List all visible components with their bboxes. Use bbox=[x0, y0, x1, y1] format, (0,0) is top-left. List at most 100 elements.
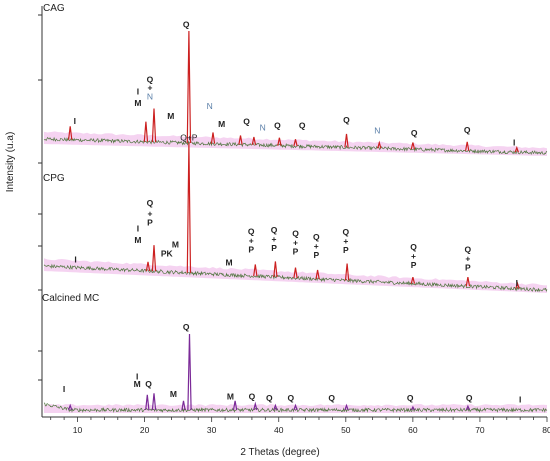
phase-label: Q bbox=[342, 227, 349, 237]
phase-label: Q bbox=[299, 120, 306, 130]
phase-label: P bbox=[293, 247, 299, 257]
phase-label: M bbox=[134, 98, 141, 108]
peak-1-2 bbox=[186, 142, 192, 273]
peak-1-5 bbox=[293, 267, 298, 279]
phase-label: P bbox=[313, 250, 319, 260]
peak-1-6 bbox=[315, 269, 320, 280]
phase-label: + bbox=[314, 241, 319, 251]
phase-label: I bbox=[136, 372, 138, 382]
peak-2-5 bbox=[232, 400, 238, 411]
sample-label: Calcined MC bbox=[42, 293, 99, 304]
phase-label: N bbox=[207, 101, 213, 111]
phase-label: N bbox=[260, 123, 266, 133]
peak-0-2 bbox=[151, 108, 157, 143]
phase-label: I bbox=[63, 384, 65, 394]
phase-label: Q bbox=[248, 226, 255, 236]
phase-label: Q bbox=[243, 116, 250, 126]
peak-2-4 bbox=[187, 333, 192, 411]
phase-label: Q bbox=[183, 20, 190, 30]
phase-label: PK bbox=[161, 248, 174, 258]
phase-label: Q bbox=[249, 391, 256, 401]
axes: 10 20 30 40 50 60 70 80 2 Thetas (degree) Intensi… bbox=[5, 6, 550, 458]
phase-label: + bbox=[343, 236, 348, 246]
phase-label: P bbox=[343, 245, 349, 255]
phase-label: I bbox=[513, 137, 515, 147]
x-tick-label: 70 bbox=[475, 425, 485, 435]
phase-label: Q bbox=[410, 242, 417, 252]
phase-label: Q bbox=[328, 393, 335, 403]
phase-label: I bbox=[137, 87, 139, 97]
peak-0-8 bbox=[293, 139, 298, 147]
peak-1-4 bbox=[273, 261, 278, 278]
sample-label: CAG bbox=[43, 3, 65, 14]
sample-label: CPG bbox=[43, 173, 65, 184]
phase-label: Q bbox=[411, 128, 418, 138]
peak-0-1 bbox=[143, 121, 149, 142]
peak-0-10 bbox=[377, 140, 382, 149]
phase-label: Q bbox=[292, 228, 299, 238]
background-band-1 bbox=[44, 258, 547, 293]
peak-2-10 bbox=[410, 405, 416, 411]
x-tick-label: 40 bbox=[274, 425, 284, 435]
peak-0-6 bbox=[251, 136, 257, 145]
phase-label: Q bbox=[274, 121, 281, 131]
x-axis-title: 2 Thetas (degree) bbox=[240, 447, 319, 458]
peak-1-9 bbox=[465, 276, 471, 287]
phase-label: P bbox=[411, 260, 417, 270]
phase-label: Q bbox=[271, 225, 278, 235]
phase-label: + bbox=[249, 235, 254, 245]
phase-label: P bbox=[147, 218, 153, 228]
peak-0-9 bbox=[344, 133, 349, 148]
phase-label: I bbox=[74, 254, 76, 264]
peak-2-8 bbox=[293, 403, 298, 411]
phase-label: P bbox=[465, 263, 471, 273]
peak-0-5 bbox=[238, 135, 243, 145]
phase-label: Q bbox=[145, 379, 152, 389]
background-band-2 bbox=[44, 404, 547, 413]
phase-label: Q bbox=[466, 393, 473, 403]
peak-2-6 bbox=[253, 401, 258, 411]
peak-2-2 bbox=[151, 393, 157, 411]
x-tick-label: 30 bbox=[207, 425, 217, 435]
phase-label: M bbox=[226, 258, 233, 268]
peak-2-7 bbox=[273, 403, 278, 411]
phase-label: Q bbox=[147, 75, 154, 85]
peak-1-7 bbox=[344, 263, 350, 281]
phase-label: Q bbox=[313, 232, 320, 242]
traces bbox=[43, 30, 548, 414]
peak-2-3 bbox=[181, 400, 186, 411]
trace-baseline-0 bbox=[43, 136, 548, 156]
background-bands bbox=[44, 131, 547, 413]
phase-label: Q bbox=[407, 393, 414, 403]
phase-label: Q+P bbox=[180, 132, 198, 142]
peak-0-13 bbox=[514, 145, 519, 153]
peak-2-9 bbox=[344, 403, 349, 411]
phase-label: I bbox=[516, 278, 518, 288]
phase-label: + bbox=[272, 234, 277, 244]
phase-label: Q bbox=[287, 393, 294, 403]
phase-label: Q bbox=[266, 393, 273, 403]
phase-label: M bbox=[170, 389, 177, 399]
trace-baseline-1 bbox=[43, 263, 548, 293]
phase-label: M bbox=[134, 379, 141, 389]
phase-label: P bbox=[271, 243, 277, 253]
phase-label: I bbox=[74, 116, 76, 126]
peak-2-1 bbox=[145, 394, 150, 411]
peak-0-4 bbox=[210, 132, 216, 144]
x-tick-label: 60 bbox=[408, 425, 418, 435]
peak-0-11 bbox=[410, 142, 416, 150]
x-tick-label: 20 bbox=[140, 425, 150, 435]
peak-0-0 bbox=[68, 126, 73, 140]
peak-1-0 bbox=[145, 261, 151, 272]
phase-label: M bbox=[134, 235, 141, 245]
phase-label: I bbox=[137, 223, 139, 233]
trace-baseline-2 bbox=[43, 402, 548, 414]
phase-label: Q bbox=[464, 125, 471, 135]
peak-1-8 bbox=[410, 276, 416, 284]
peak-1-3 bbox=[253, 264, 258, 277]
phase-label: + bbox=[147, 82, 152, 92]
x-tick-label: 50 bbox=[341, 425, 351, 435]
peak-2-0 bbox=[68, 403, 73, 411]
